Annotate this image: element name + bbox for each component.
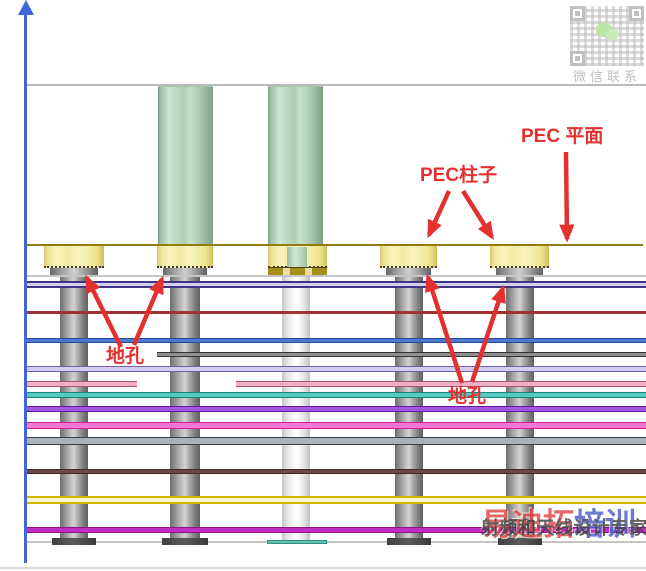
pec-plane-line [25,244,643,246]
roof-line [25,84,646,86]
window-bottom-edge [0,567,646,569]
dark-gray-line [157,352,646,357]
y-axis [24,14,27,563]
pillar-cap-1 [50,268,98,276]
thick-gray-line [25,437,646,445]
y-axis-arrowhead-icon [17,0,34,15]
pec-pad-5 [490,246,549,268]
pillar-base-4 [498,538,542,545]
hot-pink-line [25,422,646,429]
brown-line [25,469,646,474]
pad-olive-band [268,267,327,275]
magenta-line [25,527,646,533]
lavender-line [25,366,646,372]
pillar-cap-3 [386,268,431,276]
pec-pad-1 [44,246,104,268]
pec-pad-4 [380,246,437,268]
yellow-line [25,496,646,504]
pillar-base-teal [267,540,327,544]
pillar-cap-4 [496,268,543,276]
dark-red-line [25,311,646,314]
pillar-base-1 [52,538,96,545]
pillar-base-2 [162,538,208,545]
violet-line [25,406,646,412]
ground-line [25,541,646,543]
pec-pad-2 [157,246,213,268]
pink-line-left [25,381,137,387]
purple-rail-line [25,281,646,288]
pec-green-column-2 [268,86,323,245]
pec-green-column-stub [287,247,307,267]
gray-line-275 [25,275,646,277]
pillar-base-3 [387,538,431,545]
pec-green-column-1 [158,86,213,245]
blue-line [25,338,646,343]
teal-line [25,392,646,398]
pillar-cap-2 [163,268,207,276]
